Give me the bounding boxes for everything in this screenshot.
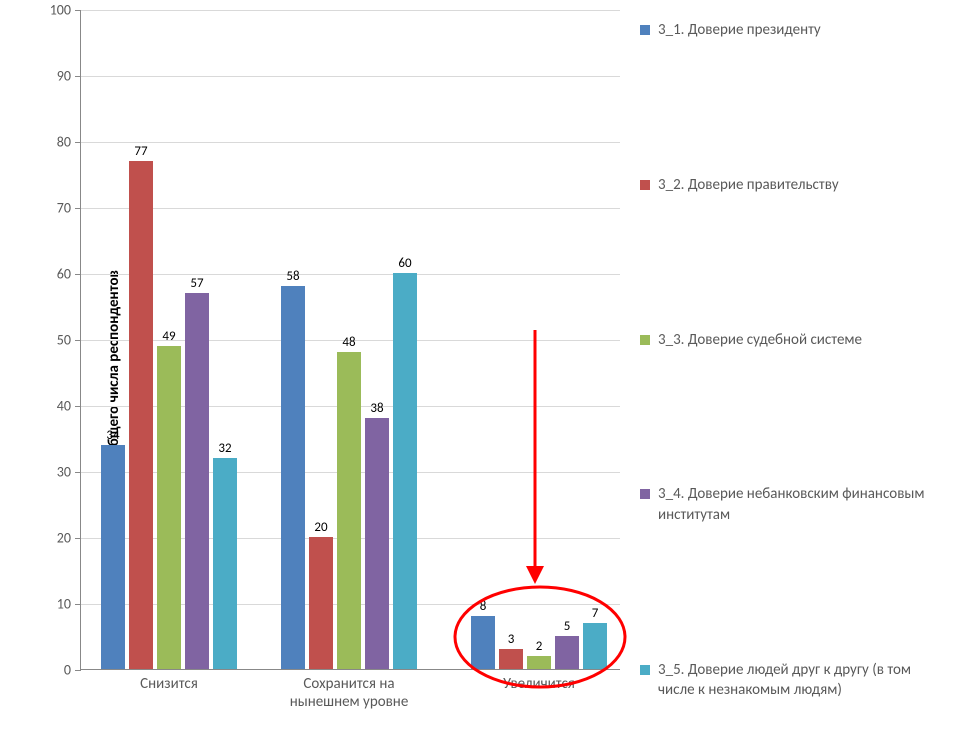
y-tick bbox=[75, 10, 81, 11]
bar-value-label: 48 bbox=[342, 335, 355, 350]
category-label: Сохранится на нынешнем уровне bbox=[281, 675, 417, 711]
y-tick bbox=[75, 472, 81, 473]
y-tick-label: 10 bbox=[57, 596, 71, 613]
y-tick-label: 30 bbox=[57, 464, 71, 481]
category-label: Увеличится bbox=[471, 675, 607, 693]
bar: 5 bbox=[555, 636, 579, 669]
bar-value-label: 77 bbox=[134, 144, 147, 159]
legend-item: 3_2. Доверие правительству bbox=[640, 175, 950, 195]
bar-value-label: 34 bbox=[106, 428, 119, 443]
y-tick bbox=[75, 142, 81, 143]
bar: 48 bbox=[337, 352, 361, 669]
y-tick bbox=[75, 670, 81, 671]
bar: 32 bbox=[213, 458, 237, 669]
legend-label: 3_2. Доверие правительству bbox=[658, 175, 839, 195]
bar: 2 bbox=[527, 656, 551, 669]
y-tick-label: 100 bbox=[50, 2, 71, 19]
legend-swatch bbox=[640, 665, 650, 675]
legend-label: 3_4. Доверие небанковским финансовым инс… bbox=[658, 484, 950, 525]
trust-chart: % от общего числа респондентов 010203040… bbox=[0, 0, 960, 756]
bar-value-label: 2 bbox=[536, 639, 543, 654]
y-tick-label: 40 bbox=[57, 398, 71, 415]
bar: 77 bbox=[129, 161, 153, 669]
bar: 60 bbox=[393, 273, 417, 669]
legend-label: 3_5. Доверие людей друг к другу (в том ч… bbox=[658, 660, 950, 701]
y-tick bbox=[75, 538, 81, 539]
y-tick-label: 70 bbox=[57, 200, 71, 217]
y-tick bbox=[75, 274, 81, 275]
bar-value-label: 49 bbox=[162, 329, 175, 344]
bar-group: 83257Увеличится bbox=[471, 10, 607, 669]
bar-value-label: 58 bbox=[286, 269, 299, 284]
y-tick-label: 90 bbox=[57, 68, 71, 85]
y-tick-label: 20 bbox=[57, 530, 71, 547]
bar: 49 bbox=[157, 346, 181, 669]
bar: 7 bbox=[583, 623, 607, 669]
bar-value-label: 7 bbox=[592, 606, 599, 621]
y-tick bbox=[75, 340, 81, 341]
plot-area: 01020304050607080901003477495732Снизится… bbox=[80, 10, 620, 670]
legend-label: 3_3. Доверие судебной системе bbox=[658, 330, 862, 350]
bar: 34 bbox=[101, 445, 125, 669]
y-tick bbox=[75, 604, 81, 605]
bar-value-label: 8 bbox=[480, 599, 487, 614]
y-tick-label: 60 bbox=[57, 266, 71, 283]
legend-item: 3_3. Доверие судебной системе bbox=[640, 330, 950, 350]
bar-group: 5820483860Сохранится на нынешнем уровне bbox=[281, 10, 417, 669]
legend-item: 3_1. Доверие президенту bbox=[640, 20, 950, 40]
bar-group: 3477495732Снизится bbox=[101, 10, 237, 669]
bar-value-label: 38 bbox=[370, 401, 383, 416]
bar-value-label: 5 bbox=[564, 619, 571, 634]
bar: 57 bbox=[185, 293, 209, 669]
legend-swatch bbox=[640, 25, 650, 35]
bar-value-label: 3 bbox=[508, 632, 515, 647]
y-tick-label: 50 bbox=[57, 332, 71, 349]
y-tick bbox=[75, 406, 81, 407]
bar-value-label: 20 bbox=[314, 520, 327, 535]
y-tick bbox=[75, 208, 81, 209]
y-tick bbox=[75, 76, 81, 77]
legend-swatch bbox=[640, 180, 650, 190]
bar: 8 bbox=[471, 616, 495, 669]
bar-value-label: 57 bbox=[190, 276, 203, 291]
bar: 3 bbox=[499, 649, 523, 669]
legend-item: 3_5. Доверие людей друг к другу (в том ч… bbox=[640, 660, 950, 701]
category-label: Снизится bbox=[101, 675, 237, 693]
bar-value-label: 32 bbox=[218, 441, 231, 456]
legend-label: 3_1. Доверие президенту bbox=[658, 20, 821, 40]
bar-value-label: 60 bbox=[398, 256, 411, 271]
bar: 38 bbox=[365, 418, 389, 669]
legend-item: 3_4. Доверие небанковским финансовым инс… bbox=[640, 484, 950, 525]
bar: 58 bbox=[281, 286, 305, 669]
legend-swatch bbox=[640, 335, 650, 345]
bar: 20 bbox=[309, 537, 333, 669]
legend: 3_1. Доверие президенту 3_2. Доверие прав… bbox=[640, 20, 950, 720]
y-tick-label: 80 bbox=[57, 134, 71, 151]
y-tick-label: 0 bbox=[64, 662, 71, 679]
legend-swatch bbox=[640, 489, 650, 499]
